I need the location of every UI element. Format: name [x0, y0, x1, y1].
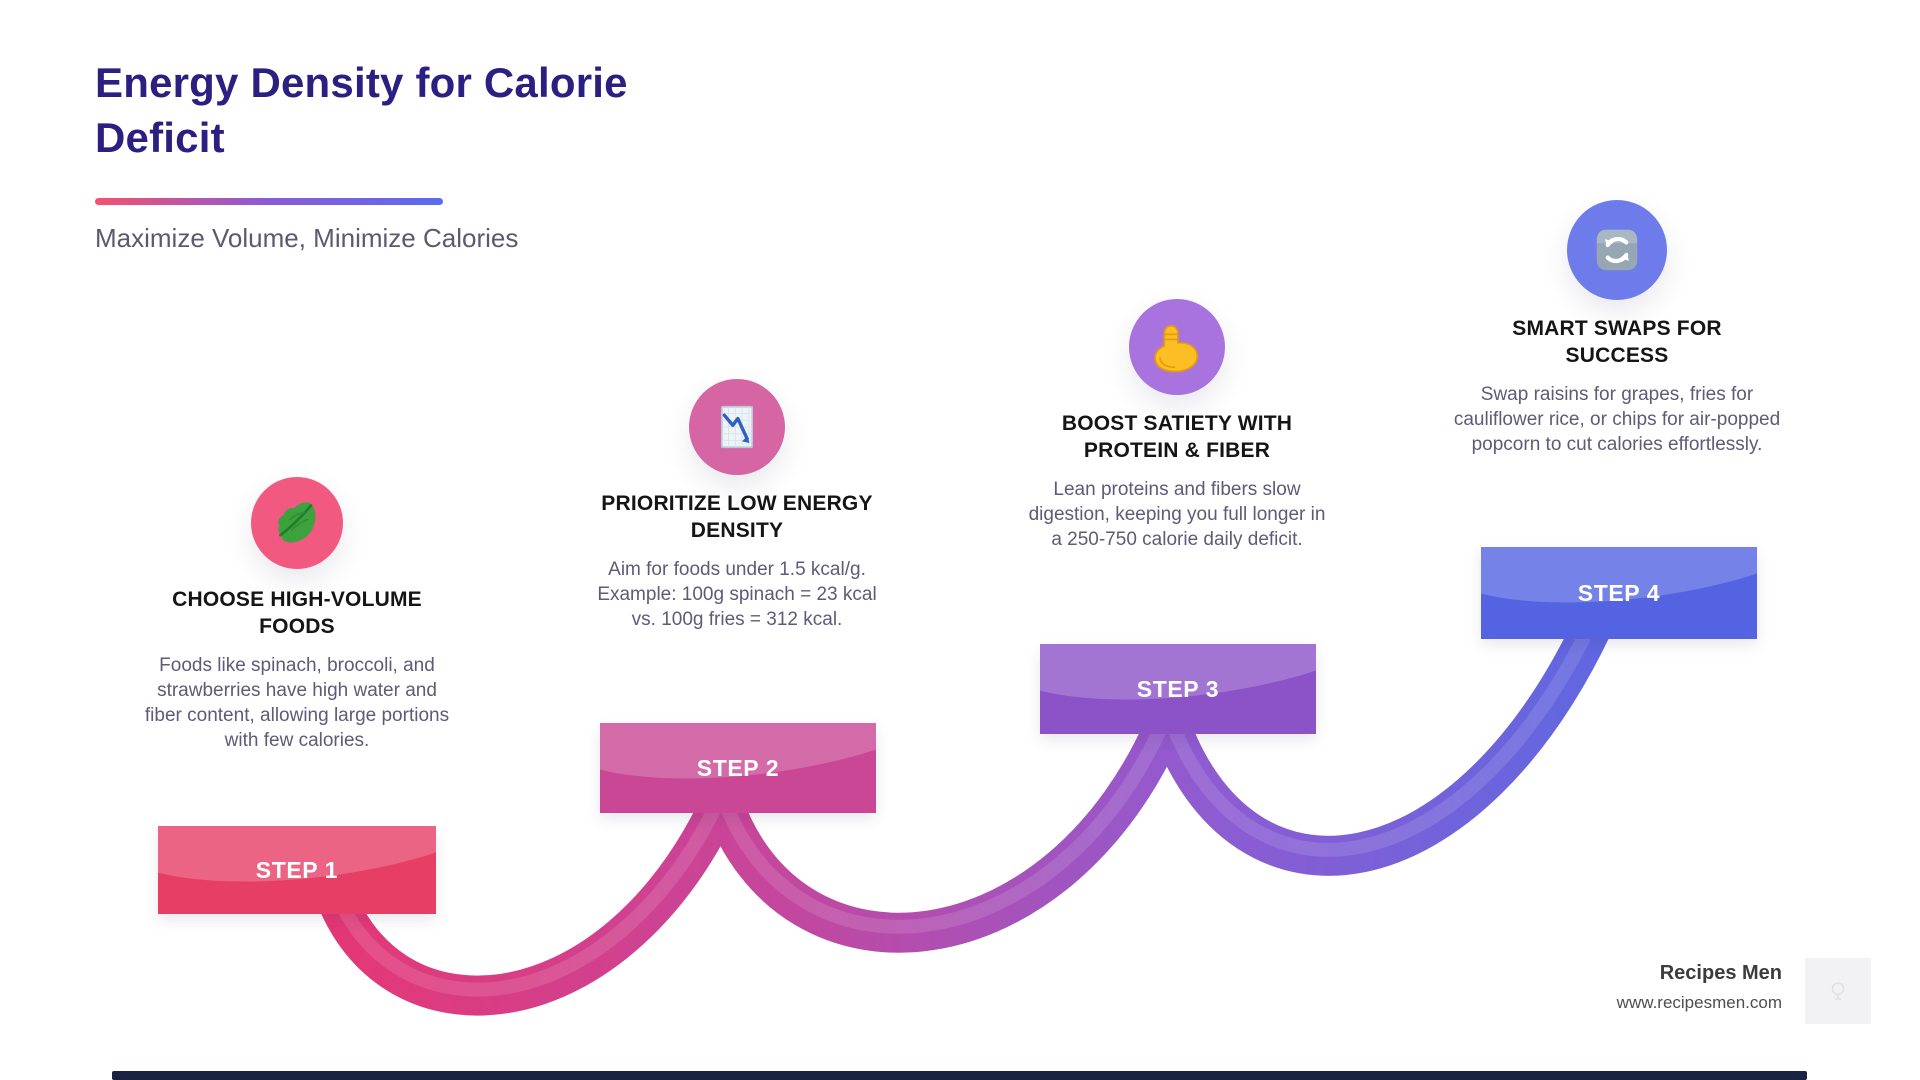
step-3-badge: STEP 3 [1040, 644, 1316, 734]
leafy-green-icon [278, 502, 316, 543]
bottom-bar [112, 1071, 1807, 1080]
step-1-badge: STEP 1 [158, 826, 436, 914]
step-1-icon-circle [251, 477, 343, 569]
brand-logo-mark [1831, 982, 1845, 1000]
step-3-badge-label: STEP 3 [1136, 675, 1220, 702]
step-2: PRIORITIZE LOW ENERGY DENSITY Aim for fo… [587, 379, 887, 632]
title-underline [95, 198, 443, 205]
step-2-badge-label: STEP 2 [696, 754, 780, 781]
step-1-badge-label: STEP 1 [255, 856, 339, 883]
step-4-badge: STEP 4 [1481, 547, 1757, 639]
step-2-icon-circle [689, 379, 785, 475]
step-4-icon-circle [1567, 200, 1667, 300]
header: Energy Density for Calorie Deficit Maxim… [95, 55, 635, 253]
footer-brand: Recipes Men [1659, 962, 1782, 984]
step-4: SMART SWAPS FOR SUCCESS Swap raisins for… [1452, 200, 1782, 457]
footer: Recipes Men www.recipesmen.com [1462, 962, 1782, 1013]
step-3-title: BOOST SATIETY WITH PROTEIN & FIBER [1061, 412, 1293, 462]
counterclockwise-arrows-icon [1596, 229, 1638, 271]
step-4-badge-label: STEP 4 [1577, 579, 1661, 606]
chart-decreasing-icon [720, 405, 754, 449]
step-2-description: Aim for foods under 1.5 kcal/g. Example:… [597, 558, 877, 630]
step-3-icon-circle [1129, 299, 1225, 395]
step-3-description: Lean proteins and fibers slow digestion,… [1028, 478, 1326, 550]
wave-path [310, 590, 1620, 1016]
step-2-badge: STEP 2 [600, 723, 876, 813]
step-3: BOOST SATIETY WITH PROTEIN & FIBER Lean … [1027, 299, 1327, 552]
step-4-description: Swap raisins for grapes, fries for cauli… [1453, 383, 1781, 455]
footer-website: www.recipesmen.com [1616, 993, 1782, 1012]
step-4-title: SMART SWAPS FOR SUCCESS [1512, 317, 1722, 367]
step-1-title: CHOOSE HIGH-VOLUME FOODS [172, 588, 422, 638]
step-1-description: Foods like spinach, broccoli, and strawb… [144, 654, 450, 751]
flexed-biceps-icon [1154, 325, 1199, 373]
step-2-title: PRIORITIZE LOW ENERGY DENSITY [601, 492, 873, 542]
brand-logo-box [1805, 958, 1871, 1024]
page-title: Energy Density for Calorie Deficit [95, 59, 628, 162]
step-1: CHOOSE HIGH-VOLUME FOODS Foods like spin… [137, 477, 457, 753]
page-subtitle: Maximize Volume, Minimize Calories [95, 223, 519, 253]
wave-gloss [323, 597, 1607, 997]
